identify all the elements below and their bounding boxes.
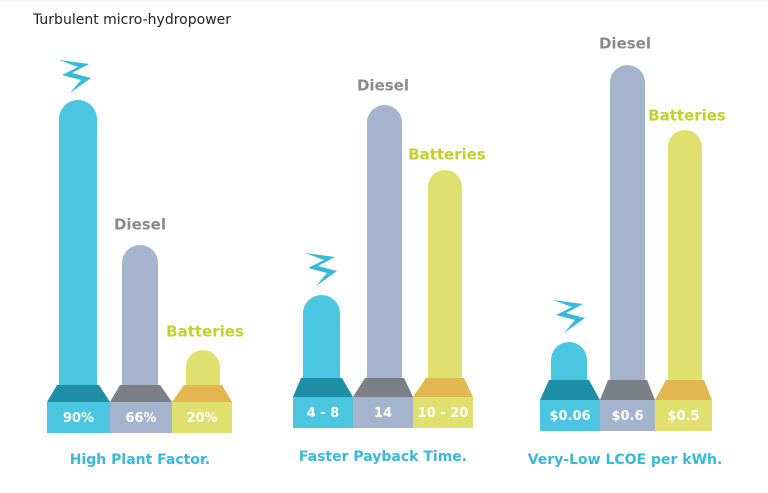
bar-base: [413, 378, 473, 397]
bar-base: [110, 385, 172, 402]
value-label: $0.06: [549, 409, 590, 424]
panel-caption: Faster Payback Time.: [299, 449, 467, 465]
bar-label: Batteries: [648, 107, 726, 125]
value-box: [600, 400, 655, 431]
value-box: [655, 400, 712, 431]
bar-label: Diesel: [114, 216, 166, 234]
value-label: 14: [374, 406, 392, 421]
value-label: 4 - 8: [307, 406, 340, 421]
value-box: [413, 397, 473, 428]
bar-label: Diesel: [599, 35, 651, 53]
bar-label: Diesel: [357, 77, 409, 95]
value-box: [353, 397, 413, 428]
bar-base: [600, 380, 655, 400]
value-box: [172, 402, 232, 433]
logo: [305, 253, 337, 286]
panel: 90% 66% Diesel 20% Batteries High Plant Facto…: [47, 60, 244, 468]
panel-caption: High Plant Factor.: [70, 452, 210, 468]
bar-label: Batteries: [408, 146, 486, 164]
value-box: [47, 402, 110, 433]
bar-base: [293, 378, 353, 397]
logo: [59, 60, 91, 93]
bar-stem: [428, 170, 462, 378]
bar-stem: [122, 245, 158, 385]
bar-stem: [59, 100, 97, 385]
value-box: [540, 400, 600, 431]
bar-stem: [186, 350, 220, 385]
bar-base: [353, 378, 413, 397]
bar-stem: [668, 130, 702, 380]
value-label: 66%: [125, 411, 156, 426]
value-label: 10 - 20: [418, 406, 469, 421]
value-label: 20%: [186, 411, 217, 426]
bar-base: [47, 385, 110, 402]
value-box: [293, 397, 353, 428]
value-label: 90%: [63, 411, 94, 426]
value-label: $0.6: [611, 409, 643, 424]
bar-stem: [367, 105, 402, 378]
panel: 4 - 8 14 Diesel 10 - 20 Batteries Faster Payb…: [293, 77, 486, 465]
bar-stem: [303, 295, 340, 378]
value-label: $0.5: [667, 409, 699, 424]
bar-stem: [551, 342, 587, 380]
bar-base: [655, 380, 712, 400]
bar-base: [540, 380, 600, 400]
bar-label: Batteries: [166, 323, 244, 341]
bar-base: [172, 385, 232, 402]
value-box: [110, 402, 172, 433]
logo: [553, 300, 585, 333]
panel-caption: Very-Low LCOE per kWh.: [528, 452, 723, 468]
bar-stem: [610, 65, 645, 380]
title: Turbulent micro-hydropower: [32, 12, 231, 28]
panel: $0.06 $0.6 Diesel $0.5 Batteries Very-Low LCO…: [528, 35, 726, 469]
